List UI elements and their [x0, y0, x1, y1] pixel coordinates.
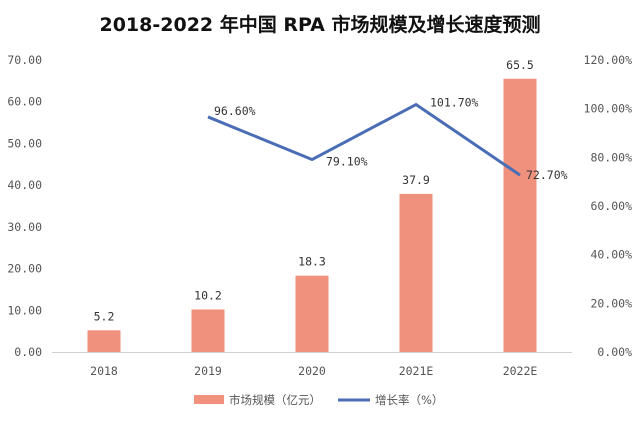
x-axis-tick: 2022E	[503, 364, 538, 378]
x-axis-tick: 2020	[298, 364, 326, 378]
left-axis-tick: 60.00	[7, 95, 42, 109]
bar-data-label: 65.5	[506, 58, 534, 72]
right-axis-tick: 80.00%	[590, 150, 632, 164]
left-axis-tick: 40.00	[7, 178, 42, 192]
x-axis-tick: 2021E	[399, 364, 434, 378]
chart-title: 2018-2022 年中国 RPA 市场规模及增长速度预测	[99, 13, 540, 36]
bar-data-label: 18.3	[298, 255, 326, 269]
right-axis-tick: 20.00%	[590, 296, 632, 310]
x-axis-tick: 2018	[90, 364, 118, 378]
bar-data-label: 5.2	[94, 309, 115, 323]
line-data-label: 79.10%	[326, 155, 368, 169]
left-axis-tick: 10.00	[7, 303, 42, 317]
left-axis-tick: 30.00	[7, 220, 42, 234]
x-axis-tick: 2019	[194, 364, 222, 378]
left-axis-tick: 50.00	[7, 136, 42, 150]
right-axis-tick: 120.00%	[584, 53, 633, 67]
right-axis-tick: 0.00%	[597, 345, 632, 359]
bar	[191, 309, 225, 352]
bar	[399, 193, 433, 352]
left-axis-tick: 70.00	[7, 53, 42, 67]
legend-swatch-bar	[194, 395, 224, 404]
line-data-label: 72.70%	[526, 168, 568, 182]
line-data-label: 96.60%	[214, 104, 256, 118]
bar	[295, 275, 329, 352]
bar	[87, 330, 121, 352]
right-axis-tick: 40.00%	[590, 248, 632, 262]
right-axis-tick: 60.00%	[590, 199, 632, 213]
growth-rate-line	[207, 103, 521, 177]
bar-data-label: 10.2	[194, 288, 222, 302]
legend-label-line: 增长率（%）	[375, 393, 443, 407]
bar-data-label: 37.9	[402, 173, 430, 187]
right-axis-tick: 100.00%	[584, 102, 633, 116]
left-axis-tick: 0.00	[14, 345, 42, 359]
legend-label-bar: 市场规模（亿元）	[229, 393, 321, 407]
line-data-label: 101.70%	[430, 96, 479, 110]
left-axis-tick: 20.00	[7, 262, 42, 276]
bar	[503, 78, 537, 353]
